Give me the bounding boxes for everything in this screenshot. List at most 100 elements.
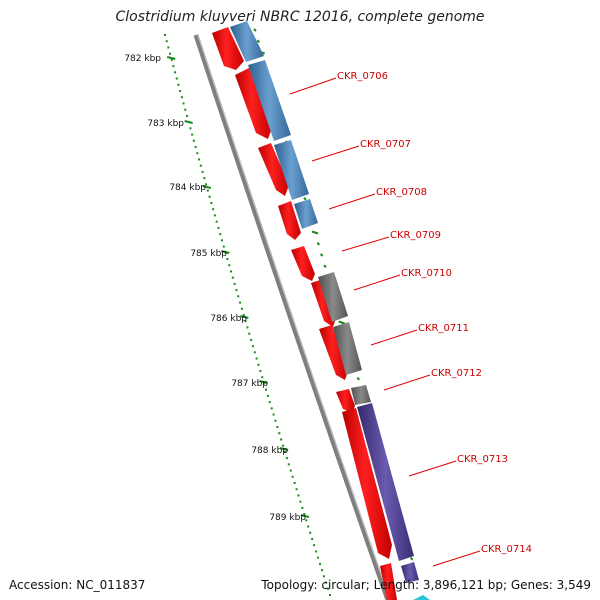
scale-dot xyxy=(315,550,318,553)
gene-label-0710[interactable]: CKR_0710 xyxy=(401,268,452,279)
gene-arrow-0713[interactable] xyxy=(336,389,355,413)
scale-dot xyxy=(231,276,234,279)
genome-backbone xyxy=(193,34,391,600)
scale-major-tick xyxy=(166,56,176,60)
scale-dot xyxy=(203,177,206,180)
scale-dot xyxy=(222,245,225,248)
scale-label-789: 789 kbp xyxy=(269,513,306,523)
scale-dot xyxy=(237,295,240,298)
scale-dot xyxy=(205,183,208,186)
scale-dot xyxy=(164,34,166,36)
gene-label-0712[interactable]: CKR_0712 xyxy=(431,368,482,379)
scale-dot xyxy=(283,450,286,453)
gene-label-0707[interactable]: CKR_0707 xyxy=(360,139,411,150)
scale-dot xyxy=(199,164,202,167)
topology-summary: Topology: circular; Length: 3,896,121 bp… xyxy=(261,578,591,592)
scale-dot xyxy=(295,488,298,491)
outer-tick xyxy=(303,197,307,201)
scale-dot xyxy=(309,531,312,534)
scale-dot xyxy=(194,146,197,148)
scale-dot xyxy=(239,301,242,304)
cog-block-gray-1 xyxy=(318,272,348,322)
scale-dot xyxy=(230,270,233,273)
gene-label-0711[interactable]: CKR_0711 xyxy=(418,323,469,334)
scale-dot xyxy=(233,282,236,285)
scale-label-782: 782 kbp xyxy=(124,54,161,64)
gene-arrow-0706[interactable] xyxy=(212,27,244,70)
cog-blocks xyxy=(230,21,419,583)
cog-block-blue-1 xyxy=(230,21,264,62)
scale-dot xyxy=(235,289,238,292)
scale-major-tick xyxy=(221,250,230,254)
scale-dot xyxy=(217,226,220,229)
scale-dot xyxy=(180,96,183,99)
scale-dot xyxy=(299,500,302,503)
scale-dot xyxy=(174,71,177,74)
feature-marker-cyan xyxy=(413,595,430,600)
outer-tick xyxy=(316,242,321,246)
scale-dot xyxy=(301,506,304,509)
scale-dot xyxy=(327,587,330,590)
gene-arrow-0712[interactable] xyxy=(319,325,348,380)
gene-arrow-0708[interactable] xyxy=(258,143,289,196)
gene-arrow-0707[interactable] xyxy=(235,68,272,139)
accession-label: Accession: NC_011837 xyxy=(9,578,146,592)
scale-dot xyxy=(323,575,326,578)
scale-dot xyxy=(285,457,288,460)
map-title: Clostridium kluyveri NBRC 12016, complet… xyxy=(115,9,485,25)
scale-dot xyxy=(325,581,328,584)
gene-callout-0707 xyxy=(311,145,360,162)
scale-dot xyxy=(201,170,204,173)
scale-dot xyxy=(291,475,294,478)
scale-dot xyxy=(169,52,172,55)
scale-dot xyxy=(303,513,306,516)
scale-dot xyxy=(246,326,249,329)
scale-dot xyxy=(265,388,268,391)
scale-dot xyxy=(253,351,256,354)
scale-major-tick xyxy=(240,315,249,319)
scale-dot xyxy=(305,519,308,522)
scale-dot xyxy=(210,202,213,204)
cog-block-gray-2 xyxy=(333,322,362,375)
scale-dot xyxy=(257,363,260,366)
gene-label-0708[interactable]: CKR_0708 xyxy=(376,187,427,198)
gene-callout-0710 xyxy=(353,274,401,291)
scale-dot xyxy=(255,357,258,360)
outer-tick xyxy=(253,28,257,32)
scale-dot xyxy=(244,320,247,323)
scale-dot xyxy=(185,114,188,117)
outer-tick xyxy=(256,39,261,43)
outer-tick xyxy=(409,557,414,561)
scale-dot xyxy=(184,108,187,111)
scale-dot xyxy=(317,556,320,559)
outer-tick xyxy=(356,377,361,381)
gene-arrow-0714[interactable] xyxy=(342,408,392,559)
scale-major-tick xyxy=(202,185,212,189)
genome-backbone-highlight xyxy=(197,34,391,600)
scale-major-tick xyxy=(259,380,268,384)
gene-callout-0712 xyxy=(383,374,431,391)
scale-dot xyxy=(319,562,322,565)
scale-dot xyxy=(189,127,192,130)
scale-dot xyxy=(278,432,281,435)
scale-label-785: 785 kbp xyxy=(190,249,227,259)
gene-arrow-0711[interactable] xyxy=(311,279,336,327)
gene-label-0713[interactable]: CKR_0713 xyxy=(457,454,508,465)
scale-dot xyxy=(172,65,175,68)
gene-callout-0714 xyxy=(432,550,481,567)
gene-label-0709[interactable]: CKR_0709 xyxy=(390,230,441,241)
scale-dot xyxy=(321,569,324,572)
scale-dot xyxy=(270,407,273,410)
gene-arrow-0709[interactable] xyxy=(278,201,301,240)
scale-dot xyxy=(280,438,283,441)
gene-label-0706[interactable]: CKR_0706 xyxy=(337,71,388,82)
gene-label-0714[interactable]: CKR_0714 xyxy=(481,544,532,555)
gene-arrow-0710[interactable] xyxy=(291,246,315,281)
cog-block-purple-1 xyxy=(357,403,414,561)
scale-dot xyxy=(263,382,266,385)
scale-major-tick xyxy=(300,514,310,518)
scale-dot xyxy=(221,239,224,242)
scale-dot xyxy=(282,444,285,447)
scale-dot xyxy=(268,401,271,404)
